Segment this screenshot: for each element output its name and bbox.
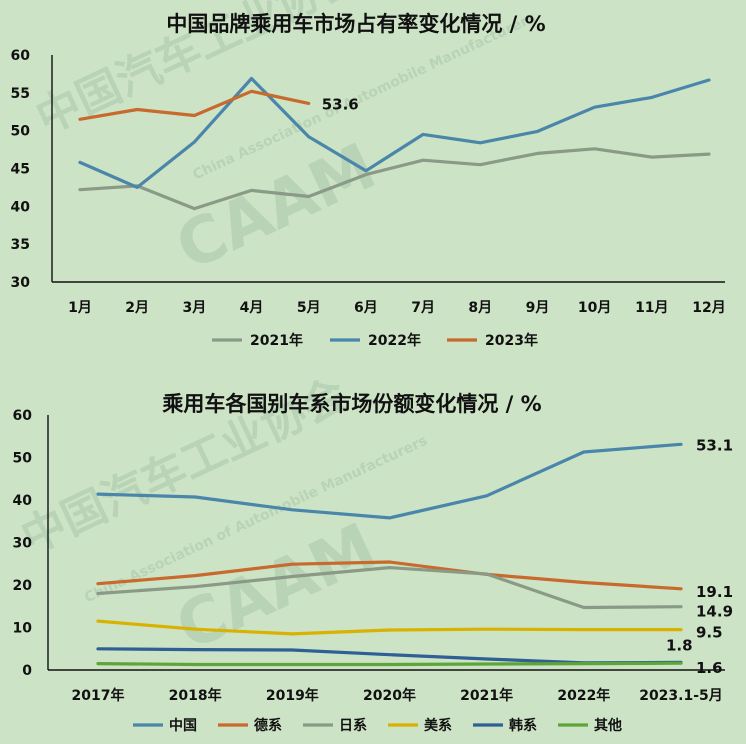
chart2-series-line-0 [96,442,683,520]
chart2-legend-label-5: 其他 [594,717,622,734]
chart1-series-line-2 [78,89,311,121]
chart2-end-labels: 53.1 19.1 14.9 9.51.81.6 [666,436,733,677]
chart1-series-line-0 [78,147,711,211]
chart2-series-line-1 [96,560,683,591]
chart1-y-tick: 50 [11,124,31,140]
chart2-legend-label-1: 德系 [254,717,282,734]
chart2-x-tick: 2017年 [72,687,125,704]
chart2-x-tick: 2021年 [460,687,513,704]
chart1-x-tick: 10月 [578,300,611,316]
chart1-y-tick: 40 [11,199,31,215]
chart1-y-ticks: 30 35 40 45 50 55 60 [11,48,31,291]
chart1-legend-label-0: 2021年 [250,332,303,349]
chart1-y-tick: 60 [11,48,31,64]
chart2-end-label-3: 9.5 [696,624,723,642]
chart1-annotations: 53.6 [322,95,359,113]
chart1-x-tick: 9月 [526,300,550,316]
chart2-legend-label-0: 中国 [169,717,197,734]
chart2-legend: 中国 德系 日系 美系 韩系 其他 [133,717,622,734]
chart2-y-tick: 50 [13,451,33,467]
chart2-end-label-5: 1.6 [696,659,723,677]
chart1-x-tick: 12月 [692,300,725,316]
chart2-legend-label-3: 美系 [424,717,452,734]
chart2-x-tick: 2018年 [169,687,222,704]
chart1-legend: 2021年 2022年 2023年 [212,332,538,349]
chart1-x-tick: 3月 [182,300,206,316]
chart1-x-tick: 5月 [297,300,321,316]
chart2-end-label-0: 53.1 [696,436,733,454]
chart2-series-line-2 [96,565,683,610]
chart1-series-line-1 [78,76,711,189]
chart2-legend-label-2: 日系 [339,717,367,734]
chart2-x-tick: 2020年 [363,687,416,704]
chart1-y-tick: 55 [11,86,30,102]
chart2-y-tick: 20 [13,578,33,594]
chart1-x-tick: 2月 [125,300,149,316]
chart2-y-tick: 30 [13,536,33,552]
chart2-end-label-2: 14.9 [696,603,733,621]
chart2-series-line-3 [96,619,683,636]
chart2-y-tick: 40 [13,493,33,509]
chart1-legend-label-2: 2023年 [485,332,538,349]
chart2-y-tick: 10 [13,621,33,637]
market-share-chart: 中国品牌乘用车市场占有率变化情况 / % 30 35 40 45 50 55 60 1月 2月… [11,12,726,349]
chart1-y-tick: 30 [11,275,31,291]
chart2-end-label-4: 1.8 [666,636,693,654]
chart2-series-line-5 [96,661,683,667]
chart2-x-tick: 2019年 [266,687,319,704]
chart2-title: 乘用车各国别车系市场份额变化情况 / % [161,392,541,416]
chart2-y-ticks: 0 10 20 30 40 50 60 [13,408,33,679]
chart1-series [78,76,711,211]
chart2-y-tick: 60 [13,408,33,424]
chart2-series [96,442,683,667]
chart1-x-tick: 11月 [635,300,668,316]
chart2-y-tick: 0 [22,663,32,679]
chart2-x-tick: 2023.1-5月 [639,688,723,704]
chart1-x-tick: 1月 [68,300,92,316]
chart2-legend-label-4: 韩系 [509,717,537,734]
chart1-x-tick: 7月 [411,300,435,316]
chart1-title: 中国品牌乘用车市场占有率变化情况 / % [166,12,545,36]
chart1-legend-label-1: 2022年 [368,332,421,349]
chart2-end-label-1: 19.1 [696,583,733,601]
chart1-x-tick: 4月 [240,300,264,316]
chart1-x-tick: 6月 [354,300,378,316]
chart1-y-tick: 45 [11,162,30,178]
chart2-series-line-4 [96,647,683,665]
chart1-x-ticks: 1月 2月 3月 4月 5月 6月 7月 8月 9月 10月 11月 12月 [68,300,726,316]
chart1-y-tick: 35 [11,237,30,253]
chart2-x-tick: 2022年 [557,687,610,704]
chart1-annotation-label: 53.6 [322,95,359,113]
chart1-x-tick: 8月 [468,300,492,316]
chart2-x-ticks: 2017年 2018年 2019年 2020年 2021年 2022年 2023.1-5月 [72,687,723,704]
origin-share-chart: 乘用车各国别车系市场份额变化情况 / % 0 10 20 30 40 50 60 2017年… [13,392,734,734]
